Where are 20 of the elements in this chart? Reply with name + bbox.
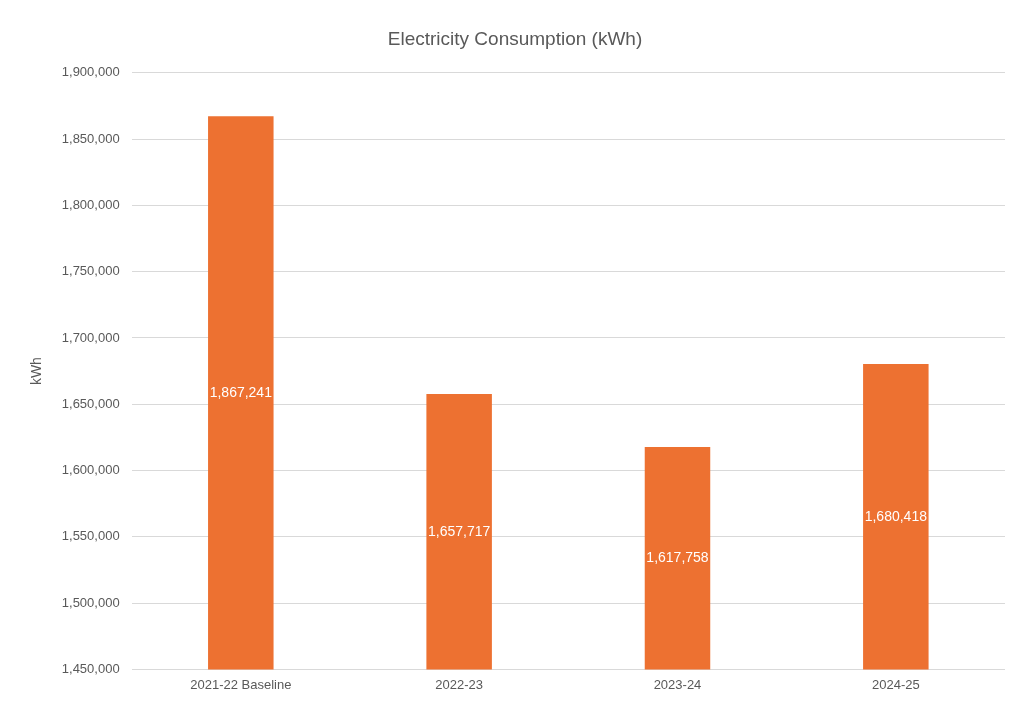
y-tick-label: 1,650,000 bbox=[61, 395, 120, 411]
y-tick-label: 1,550,000 bbox=[61, 528, 120, 544]
chart-title: Electricity Consumption (kWh) bbox=[387, 27, 643, 49]
x-tick-label: 2023-24 bbox=[653, 676, 702, 692]
data-label: 1,617,758 bbox=[646, 549, 709, 566]
x-tick-label: 2021-22 Baseline bbox=[190, 676, 292, 692]
data-label: 1,867,241 bbox=[209, 383, 273, 400]
y-tick-label: 1,750,000 bbox=[61, 263, 120, 279]
x-tick-label: 2022-23 bbox=[435, 676, 484, 692]
y-tick-label: 1,700,000 bbox=[61, 329, 120, 345]
y-axis-title: kWh bbox=[28, 357, 45, 386]
y-tick-label: 1,600,000 bbox=[61, 462, 120, 478]
y-tick-label: 1,500,000 bbox=[61, 594, 120, 610]
y-tick-label: 1,900,000 bbox=[61, 64, 120, 80]
y-tick-label: 1,800,000 bbox=[61, 196, 120, 212]
y-tick-label: 1,850,000 bbox=[61, 130, 120, 146]
y-tick-label: 1,450,000 bbox=[61, 660, 120, 676]
data-label: 1,680,418 bbox=[864, 507, 928, 524]
x-tick-label: 2024-25 bbox=[871, 676, 920, 692]
data-label: 1,657,717 bbox=[428, 522, 491, 539]
